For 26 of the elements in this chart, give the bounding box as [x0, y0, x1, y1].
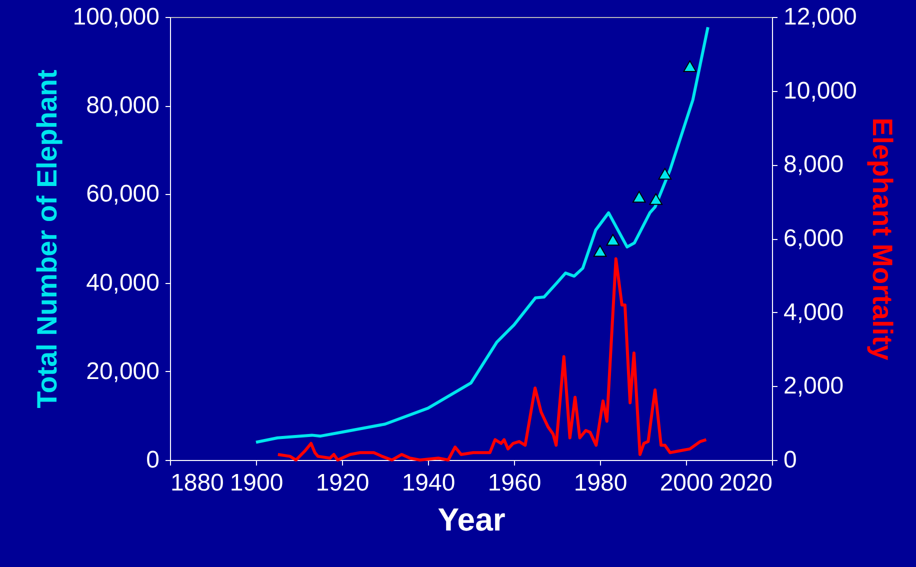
x-tick-label: 2020	[719, 470, 772, 496]
y-tick-label: 100,000	[72, 4, 160, 30]
y2-tick-label: 10,000	[784, 77, 857, 104]
x-tick-label: 1900	[230, 470, 284, 496]
x-tick-label: 2000	[660, 470, 714, 496]
y2-tick-label: 6,000	[784, 225, 844, 252]
x-axis-title: Year	[438, 502, 506, 538]
x-tick-label: 1960	[488, 470, 542, 496]
y2-axis-title: Elephant Mortality	[866, 118, 898, 361]
x-tick-label: 1920	[316, 470, 370, 496]
y-tick-label: 80,000	[86, 92, 160, 120]
y-tick-label: 60,000	[86, 180, 160, 208]
x-tick-label: 1980	[574, 470, 628, 496]
line-series	[276, 257, 708, 462]
y2-tick-label: 2,000	[784, 372, 844, 400]
x-tick-label: 1880	[170, 470, 224, 496]
y-axis-title: Total Number of Elephant	[32, 70, 63, 408]
y-tick-label: 40,000	[86, 269, 160, 296]
y-tick-label: 20,000	[86, 358, 160, 385]
x-tick-label: 1940	[402, 470, 456, 496]
y-tick-label: 0	[146, 446, 160, 474]
y2-tick-label: 12,000	[784, 4, 857, 30]
y2-tick-label: 8,000	[784, 151, 844, 178]
y2-tick-label: 0	[784, 446, 797, 474]
y2-tick-label: 4,000	[784, 298, 844, 326]
line-series	[254, 26, 710, 444]
